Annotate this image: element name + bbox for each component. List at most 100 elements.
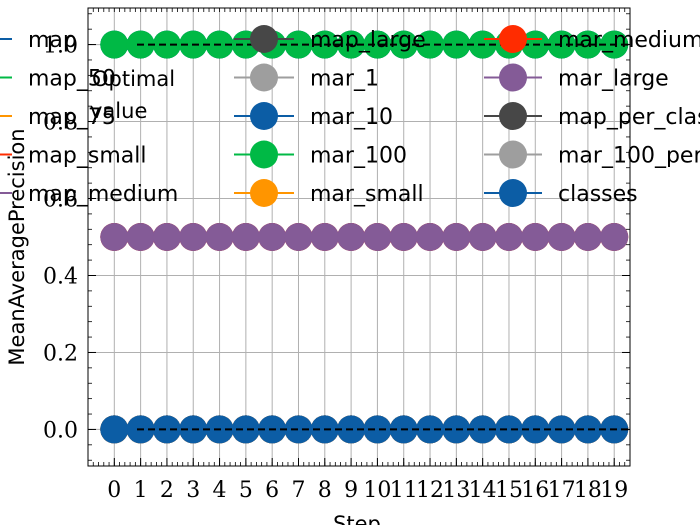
y-tick-label-0: 0.0 bbox=[43, 418, 78, 443]
annotation-value: value bbox=[90, 99, 147, 123]
point-mar_large-6 bbox=[258, 223, 287, 251]
point-classes-12 bbox=[416, 415, 445, 444]
point-classes-0 bbox=[100, 415, 129, 444]
legend-label: map_medium bbox=[28, 182, 178, 207]
x-tick-label-0: 0 bbox=[107, 478, 121, 503]
legend-item-map_50: map_50 bbox=[0, 67, 116, 92]
legend-swatch-marker bbox=[250, 140, 278, 169]
legend-label: mar_medium bbox=[558, 28, 700, 53]
x-tick-label-15: 15 bbox=[495, 478, 523, 503]
point-mar_large-17 bbox=[547, 223, 576, 251]
series-mar_large bbox=[100, 223, 629, 251]
point-mar_large-10 bbox=[363, 223, 392, 251]
legend-label: map_50 bbox=[28, 67, 116, 92]
x-tick-label-10: 10 bbox=[363, 478, 391, 503]
legend-item-mar_100_per: mar_100_per bbox=[484, 140, 700, 169]
legend-swatch-marker bbox=[250, 25, 278, 53]
x-tick-label-1: 1 bbox=[134, 478, 148, 503]
point-classes-15 bbox=[494, 415, 523, 444]
legend-label: map_75 bbox=[28, 105, 116, 130]
legend-item-mar_1: mar_1 bbox=[234, 63, 379, 92]
x-tick-label-17: 17 bbox=[548, 478, 576, 503]
point-mar_large-2 bbox=[152, 223, 181, 251]
point-classes-2 bbox=[152, 415, 181, 444]
legend-label: map_small bbox=[28, 144, 146, 169]
point-mar_100-2 bbox=[152, 30, 181, 59]
point-mar_large-3 bbox=[179, 223, 208, 251]
legend-item-mar_small: mar_small bbox=[234, 179, 424, 207]
x-tick-label-11: 11 bbox=[390, 478, 418, 503]
point-classes-10 bbox=[363, 415, 392, 444]
legend-label: mar_10 bbox=[310, 105, 393, 130]
legend-item-mar_medium: mar_medium bbox=[484, 25, 700, 53]
legend-label: mar_small bbox=[310, 182, 424, 207]
legend-label: mar_100 bbox=[310, 144, 407, 169]
x-tick-label-19: 19 bbox=[600, 478, 628, 503]
legend-swatch-marker bbox=[499, 63, 527, 92]
point-mar_100-7 bbox=[284, 30, 313, 59]
y-axis-label: MeanAveragePrecision bbox=[5, 128, 29, 365]
point-classes-18 bbox=[573, 415, 602, 444]
point-mar_large-1 bbox=[126, 223, 155, 251]
legend-item-mar_large: mar_large bbox=[484, 63, 669, 92]
y-tick-label-4: 0.8 bbox=[43, 111, 78, 136]
legend-swatch-marker bbox=[499, 179, 527, 207]
legend-item-map_per_clas: map_per_clas bbox=[484, 102, 700, 130]
point-mar_large-14 bbox=[468, 223, 497, 251]
x-tick-label-8: 8 bbox=[318, 478, 332, 503]
legend-item-map_75: map_75 bbox=[0, 105, 116, 130]
point-classes-5 bbox=[231, 415, 260, 444]
point-mar_large-9 bbox=[337, 223, 366, 251]
point-mar_large-18 bbox=[573, 223, 602, 251]
plot-frame bbox=[87, 7, 631, 467]
series-layer bbox=[100, 30, 630, 444]
legend-swatch-marker bbox=[499, 25, 527, 53]
x-tick-label-5: 5 bbox=[239, 478, 253, 503]
point-mar_large-5 bbox=[231, 223, 260, 251]
point-mar_large-16 bbox=[521, 223, 550, 251]
legend-swatch-marker bbox=[499, 140, 527, 169]
legend-item-mar_10: mar_10 bbox=[234, 102, 393, 130]
legend-label: map_large bbox=[310, 28, 426, 53]
point-mar_100-12 bbox=[416, 30, 445, 59]
legend-item-map: map bbox=[0, 28, 77, 53]
y-tick-label-5: 1.0 bbox=[43, 34, 78, 59]
x-tick-label-16: 16 bbox=[521, 478, 549, 503]
y-tick-label-1: 0.2 bbox=[43, 341, 78, 366]
legend-item-mar_100: mar_100 bbox=[234, 140, 407, 169]
y-tick-label-3: 0.6 bbox=[43, 188, 78, 213]
legend-label: map_per_clas bbox=[558, 105, 700, 130]
x-tick-label-18: 18 bbox=[574, 478, 602, 503]
legend-item-map_small: map_small bbox=[0, 144, 146, 169]
x-tick-label-7: 7 bbox=[291, 478, 305, 503]
point-mar_100-18 bbox=[573, 30, 602, 59]
point-mar_large-11 bbox=[389, 223, 418, 251]
point-mar_large-4 bbox=[205, 223, 234, 251]
legend-swatch-marker bbox=[250, 179, 278, 207]
legend-swatch-marker bbox=[499, 102, 527, 130]
x-tick-label-2: 2 bbox=[160, 478, 174, 503]
ticks: 0.00.20.40.60.81.00 1 2 3 4 5 6 7 8 9 101112131415… bbox=[43, 8, 631, 503]
legend-label: mar_large bbox=[558, 67, 669, 92]
legend-item-map_medium: map_medium bbox=[0, 182, 178, 207]
x-axis-label: Step bbox=[333, 512, 381, 525]
legend-swatch-marker bbox=[250, 63, 278, 92]
y-tick-label-2: 0.4 bbox=[43, 264, 78, 289]
legend-item-map_large: map_large bbox=[234, 25, 426, 53]
legend-label: map bbox=[28, 28, 77, 53]
x-tick-label-3: 3 bbox=[186, 478, 200, 503]
legend-label: classes bbox=[558, 182, 638, 207]
point-mar_100-10 bbox=[363, 30, 392, 59]
point-mar_large-15 bbox=[494, 223, 523, 251]
legend: map map_50 map_75 map_small map_medium map_la… bbox=[0, 25, 700, 207]
x-tick-label-6: 6 bbox=[265, 478, 279, 503]
x-tick-label-12: 12 bbox=[416, 478, 444, 503]
reference-line-label: Optimal bbox=[92, 67, 175, 91]
legend-label: mar_100_per bbox=[558, 144, 700, 169]
legend-item-classes: classes bbox=[484, 179, 638, 207]
legend-swatch-marker bbox=[250, 102, 278, 130]
x-tick-label-14: 14 bbox=[469, 478, 497, 503]
point-mar_100-0 bbox=[100, 30, 129, 59]
point-mar_large-12 bbox=[416, 223, 445, 251]
